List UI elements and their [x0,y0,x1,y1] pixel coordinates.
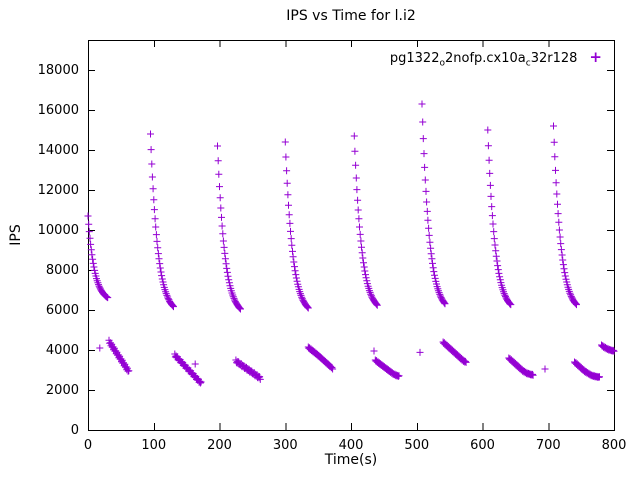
y-tick-label: 4000 [46,343,79,358]
x-tick-label: 100 [141,438,166,453]
plot-border [88,40,615,431]
x-axis-label: Time(s) [324,452,378,468]
y-tick-label: 14000 [38,143,79,158]
y-axis-label: IPS [8,224,24,246]
y-tick-label: 2000 [46,383,79,398]
y-tick-label: 18000 [38,63,79,78]
x-tick-label: 300 [273,438,298,453]
x-tick-label: 0 [84,438,92,453]
x-tick-label: 200 [207,438,232,453]
y-tick-label: 16000 [38,103,79,118]
x-tick-label: 600 [470,438,495,453]
x-tick-label: 400 [339,438,364,453]
legend-label: pg1322o2nofp.cx10ac32r128 [389,51,578,69]
y-tick-label: 10000 [38,223,79,238]
x-tick-label: 700 [536,438,561,453]
legend-marker-plus-icon: + [589,48,602,66]
y-tick-label: 0 [71,423,79,438]
legend: pg1322o2nofp.cx10ac32r128 + [88,48,608,69]
data-points [84,100,618,387]
y-tick-label: 8000 [46,263,79,278]
y-tick-label: 12000 [38,183,79,198]
x-tick-label: 800 [602,438,627,453]
y-tick-label: 6000 [46,303,79,318]
x-tick-label: 500 [404,438,429,453]
chart-title: IPS vs Time for l.i2 [286,8,416,24]
